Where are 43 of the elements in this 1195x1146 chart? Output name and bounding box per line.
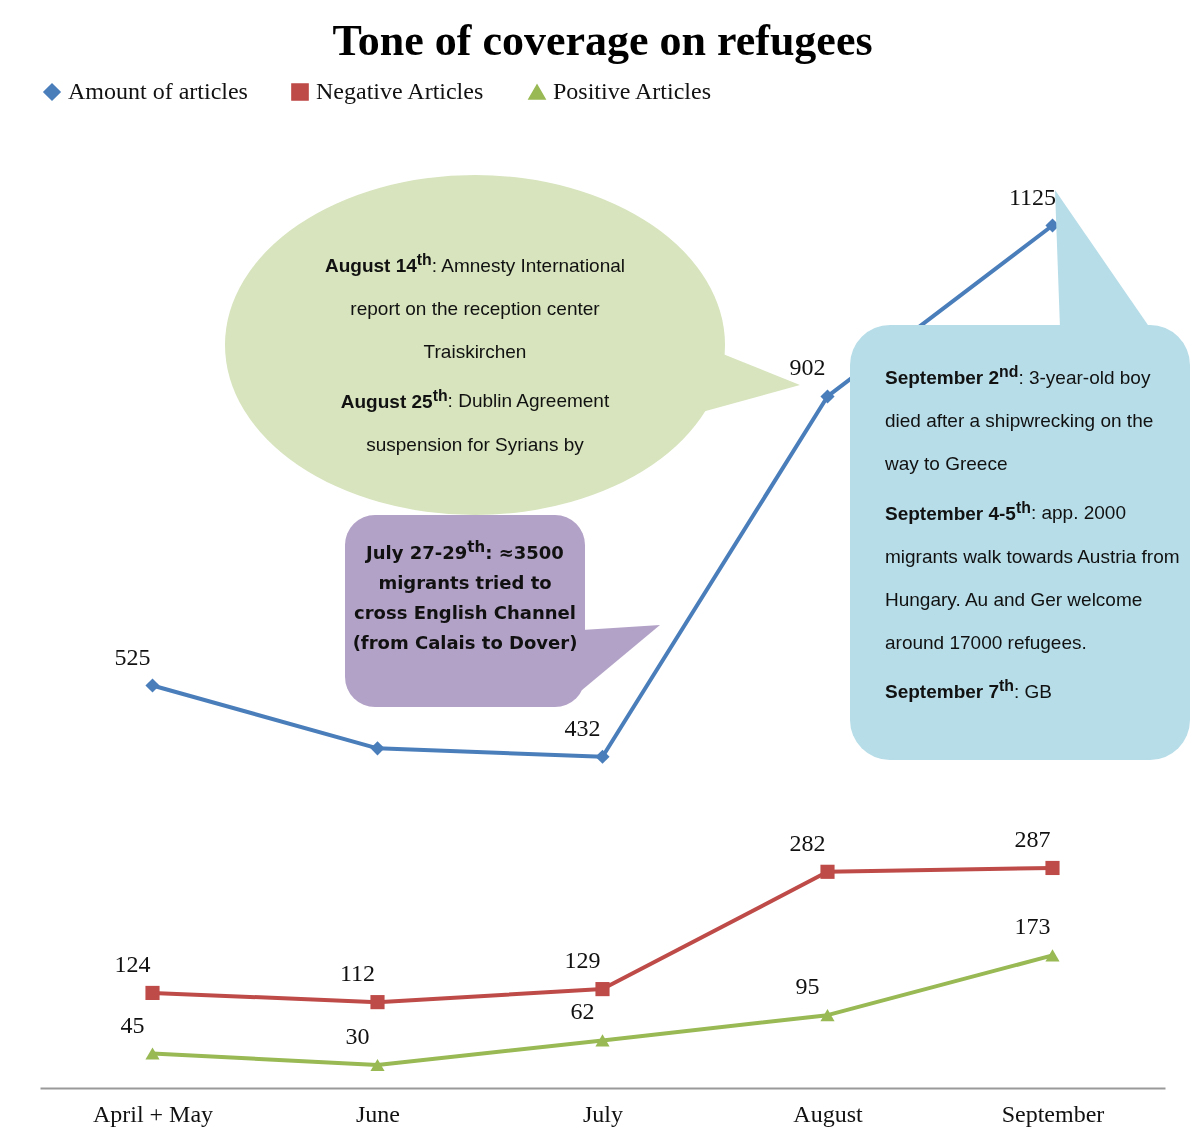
- data-label: 30: [345, 1023, 370, 1049]
- annotation: August 25$^{th}$: Dublin Agreement suspension for Syrians by: [339, 385, 611, 457]
- point: [145, 985, 160, 1000]
- legend-label: Negative Articles: [316, 78, 484, 104]
- annotation: September 7$^{th}$: GB: [885, 675, 1053, 704]
- point: [595, 1034, 610, 1047]
- data-label: 1125: [1008, 183, 1057, 210]
- point: [820, 1009, 835, 1022]
- legend-label: Positive Articles: [553, 78, 711, 104]
- data-label: 112: [339, 960, 376, 987]
- legend-label: Amount of articles: [68, 78, 248, 104]
- point: [1045, 949, 1060, 962]
- annotation: July 27-29$^{th}$: ≈3500 migrants tried to cross English Channel (from Calais to Dover): [352, 537, 578, 655]
- data-label: 282: [789, 829, 826, 856]
- data-label: 432: [564, 714, 601, 741]
- point: [145, 678, 160, 693]
- x-tick-label: April + May: [92, 1100, 214, 1127]
- annotation: August 14$^{th}$: Amnesty International report on the reception center Traiskirchen: [323, 250, 627, 365]
- point: [370, 1058, 385, 1072]
- point: [820, 389, 835, 404]
- data-label: 287: [1014, 825, 1051, 852]
- data-label: 129: [564, 947, 601, 974]
- point: [595, 982, 610, 997]
- data-label: 124: [114, 950, 151, 977]
- point: [595, 749, 610, 764]
- data-label: 173: [1014, 913, 1051, 940]
- data-label: 62: [570, 998, 595, 1025]
- annotation: September 2$^{nd}$: 3-year-old boy died after a shipwrecking on the way to Greece: [885, 362, 1155, 477]
- x-tick-label: July: [582, 1100, 624, 1127]
- point: [370, 995, 385, 1010]
- point: [370, 741, 385, 756]
- point: [820, 864, 835, 879]
- x-tick-label: August: [793, 1100, 863, 1127]
- point: [145, 1047, 160, 1060]
- point: [1045, 860, 1060, 876]
- annotation: September 4-5$^{th}$: app. 2000 migrants walk towards Austria from Hungary. Au and Ger welcome around 17000 refugees.: [885, 497, 1181, 655]
- data-label: 525: [114, 643, 151, 670]
- data-label: 45: [120, 1011, 145, 1038]
- x-tick-label: June: [356, 1100, 400, 1127]
- chart-title: Tone of coverage on refugees: [332, 16, 873, 65]
- data-label: 902: [789, 354, 826, 381]
- data-label: 95: [795, 973, 820, 1000]
- x-tick-label: September: [1001, 1100, 1105, 1127]
